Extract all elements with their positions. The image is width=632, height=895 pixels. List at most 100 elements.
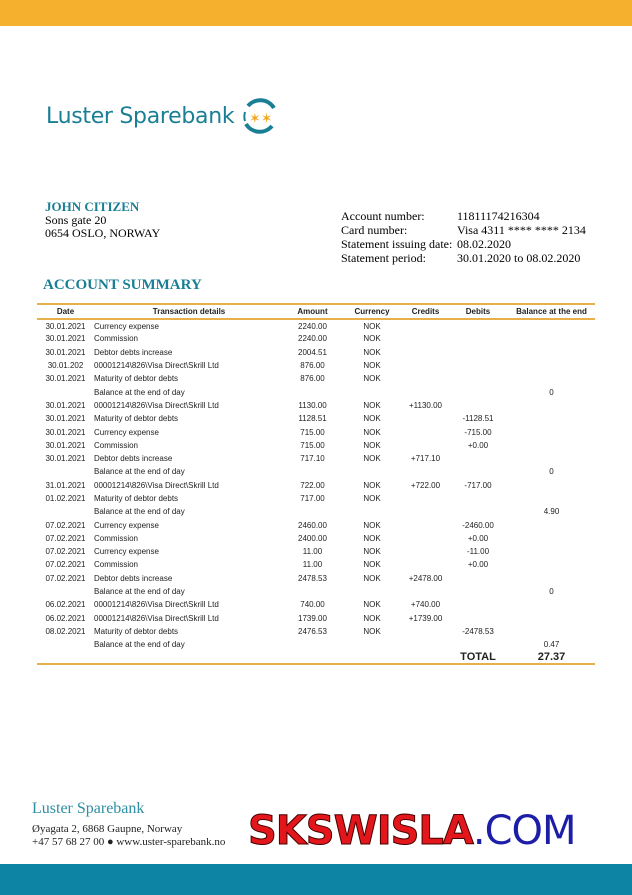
cell-amount: 2240.00 (298, 334, 327, 344)
cell-debits (448, 385, 508, 398)
cell-credits (403, 319, 448, 332)
cell-currency (341, 465, 403, 478)
cell-details: Balance at the end of day (94, 467, 185, 477)
cell-debits: +0.00 (467, 533, 489, 543)
cell-credits (403, 346, 448, 359)
customer-address-line2: 0654 OSLO, NORWAY (45, 226, 161, 240)
account-info-row: Statement period: 30.01.2020 to 08.02.202… (341, 251, 586, 265)
cell-date: 07.02.2021 (45, 520, 86, 530)
account-info-value: Visa 4311 **** **** 2134 (457, 223, 586, 237)
cell-credits (403, 518, 448, 531)
account-info-value: 08.02.2020 (457, 237, 511, 251)
cell-balance (508, 372, 595, 385)
cell-currency (341, 385, 403, 398)
account-info-row: Statement issuing date: 08.02.2020 (341, 237, 586, 251)
cell-debits (448, 638, 508, 651)
cell-details: 00001214\826\Visa Direct\Skrill Ltd (94, 613, 219, 623)
cell-credits (403, 558, 448, 571)
cell-debits (448, 505, 508, 518)
cell-balance (508, 425, 595, 438)
cell-currency (341, 505, 403, 518)
cell-currency: NOK (363, 480, 381, 490)
cell-date: 07.02.2021 (45, 547, 86, 557)
table-bottom-rule (37, 663, 595, 667)
cell-currency: NOK (363, 600, 381, 610)
cell-currency: NOK (363, 547, 381, 557)
cell-credits (403, 385, 448, 398)
total-value: 27.37 (537, 651, 566, 664)
customer-address-line1: Sons gate 20 (45, 213, 107, 227)
cell-credits (403, 638, 448, 651)
cell-date: 30.01.2021 (45, 400, 86, 410)
cell-credits: +2478.00 (408, 573, 443, 583)
cell-amount (284, 638, 341, 651)
account-info-value: 11811174216304 (457, 209, 540, 223)
cell-credits (403, 359, 448, 372)
watermark: SKSWISLA.COM (248, 808, 577, 855)
column-header-balance: Balance at the end (508, 303, 595, 320)
balance-row: Balance at the end of day 0.47 (37, 638, 595, 651)
cell-balance (508, 492, 595, 505)
cell-date (37, 585, 94, 598)
cell-date: 31.01.2021 (45, 480, 86, 490)
footer-address: Øyagata 2, 6868 Gaupne, Norway (32, 823, 183, 835)
bottom-color-bar (0, 864, 632, 895)
cell-amount: 715.00 (300, 427, 325, 437)
cell-amount: 717.10 (300, 454, 325, 464)
cell-balance (508, 532, 595, 545)
cell-date (37, 465, 94, 478)
cell-date (37, 505, 94, 518)
account-info-row: Card number: Visa 4311 **** **** 2134 (341, 223, 586, 237)
cell-date: 30.01.2021 (45, 414, 86, 424)
cell-amount (284, 505, 341, 518)
cell-currency: NOK (363, 400, 381, 410)
cell-balance: 0 (549, 467, 554, 477)
cell-date (37, 638, 94, 651)
cell-date: 07.02.2021 (45, 573, 86, 583)
cell-date: 07.02.2021 (45, 560, 86, 570)
cell-details: Currency expense (94, 520, 159, 530)
cell-amount: 717.00 (300, 494, 325, 503)
cell-balance (508, 625, 595, 638)
cell-balance: 4.90 (543, 507, 560, 517)
cell-details: 00001214\826\Visa Direct\Skrill Ltd (94, 600, 219, 610)
cell-debits: -2460.00 (462, 520, 494, 530)
cell-debits: -2478.53 (462, 626, 494, 636)
table-row: 30.01.2021 Currency expense 2240.00 NOK (37, 319, 595, 332)
table-row: 30.01.2021 Currency expense 715.00 NOK -715.… (37, 425, 595, 438)
table-row: 30.01.2021 Maturity of debtor debts 876.00… (37, 372, 595, 385)
cell-details: Maturity of debtor debts (94, 414, 179, 424)
cell-amount: 1128.51 (298, 414, 327, 424)
cell-currency: NOK (363, 440, 381, 450)
cell-credits: +717.10 (410, 454, 441, 464)
cell-currency: NOK (363, 334, 381, 344)
cell-debits (448, 346, 508, 359)
cell-balance (508, 598, 595, 611)
cell-amount: 2478.53 (298, 573, 327, 583)
cell-debits (448, 359, 508, 372)
cell-currency: NOK (363, 321, 381, 331)
customer-name: JOHN CITIZEN (45, 199, 140, 214)
column-header-credits: Credits (403, 303, 448, 320)
cell-amount: 876.00 (300, 361, 325, 371)
watermark-part2: .COM (472, 808, 577, 854)
cell-currency: NOK (363, 494, 381, 503)
balance-row: Balance at the end of day 0 (37, 465, 595, 478)
cell-debits (448, 612, 508, 625)
table-row: 30.01.202 00001214\826\Visa Direct\Skrill… (37, 359, 595, 372)
cell-balance: 0 (549, 387, 554, 397)
footer-contact: +47 57 68 27 00 ● www.uster-sparebank.no (32, 836, 226, 848)
cell-amount: 740.00 (300, 600, 325, 610)
account-summary-title: ACCOUNT SUMMARY (43, 277, 202, 293)
cell-credits (403, 439, 448, 452)
cell-debits: +0.00 (467, 560, 489, 570)
cell-balance (508, 572, 595, 585)
cell-debits (448, 465, 508, 478)
cell-debits (448, 372, 508, 385)
transactions-table: Date Transaction details Amount Currency Cre… (37, 303, 595, 667)
cell-details: Commission (94, 560, 139, 570)
cell-currency: NOK (363, 560, 381, 570)
cell-details: Debtor debts increase (94, 347, 173, 357)
cell-credits (403, 412, 448, 425)
cell-date: 30.01.2021 (45, 347, 86, 357)
